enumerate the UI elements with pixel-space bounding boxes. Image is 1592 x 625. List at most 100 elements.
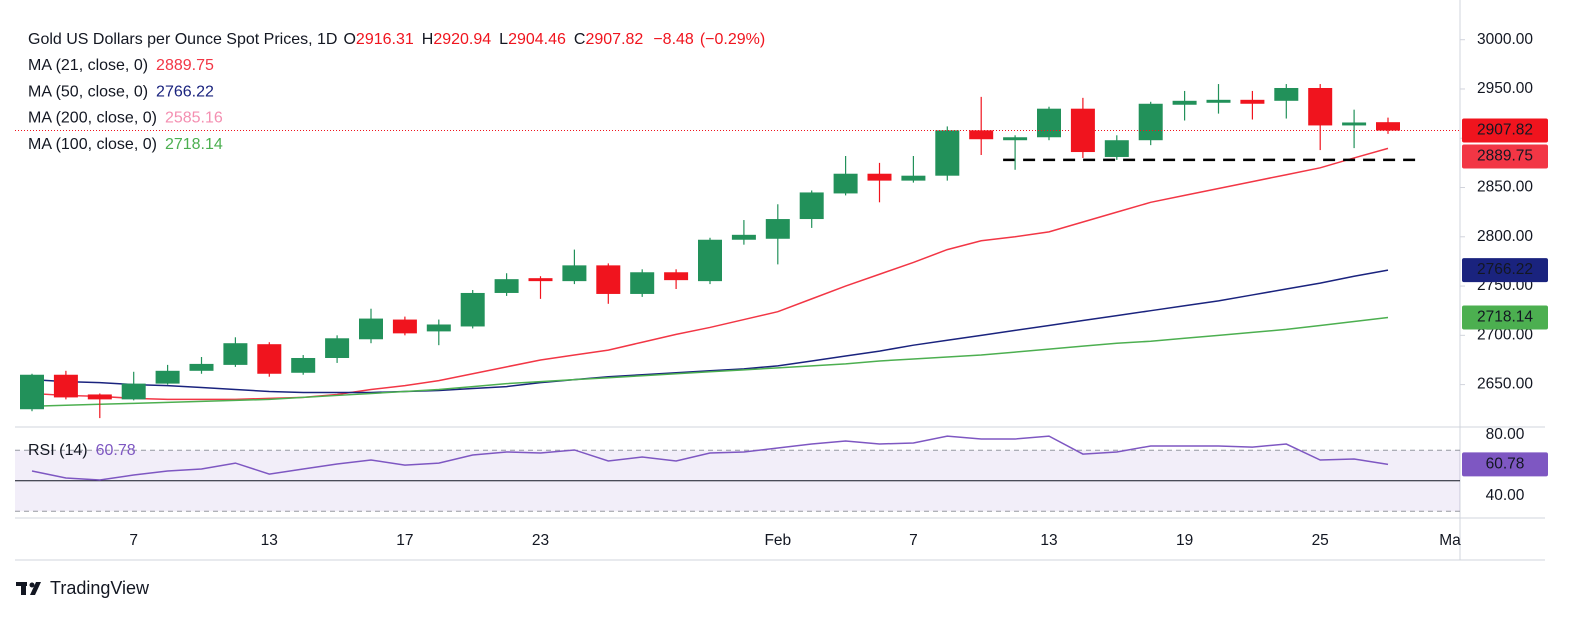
- candle-body: [1376, 122, 1400, 131]
- candle-body: [155, 370, 180, 384]
- candle-body: [189, 363, 214, 371]
- price-badge-label: 2766.22: [1477, 261, 1533, 278]
- candle-body: [867, 173, 892, 181]
- candle-body: [630, 272, 655, 294]
- candle-body: [664, 272, 689, 281]
- candle-body: [1104, 140, 1129, 157]
- candle-body: [731, 234, 756, 240]
- header: Gold US Dollars per Ounce Spot Prices, 1…: [28, 31, 765, 48]
- x-tick-label: 13: [1040, 532, 1057, 549]
- legend-entry: MA (21, close, 0) 2889.75: [28, 57, 214, 74]
- candle-body: [1342, 122, 1367, 126]
- candle-body: [460, 292, 485, 327]
- rsi-badge-label: 60.78: [1486, 455, 1525, 472]
- legend-name: MA (100, close, 0): [28, 136, 157, 153]
- candle-body: [359, 318, 383, 340]
- ohlc-label: L: [499, 31, 508, 48]
- legend-value: 2718.14: [165, 136, 223, 153]
- price-badge: [1462, 258, 1548, 283]
- candle-body: [698, 239, 722, 282]
- x-tick-label: 19: [1176, 532, 1193, 549]
- x-tick-label: Ma: [1439, 532, 1461, 549]
- candle-body: [1172, 100, 1197, 105]
- y-tick-label: 2700.00: [1477, 326, 1533, 343]
- candle-body: [765, 219, 790, 239]
- price-badge: [1462, 118, 1548, 143]
- candle-body: [325, 338, 350, 358]
- ohlc-value: 2904.46: [508, 31, 566, 48]
- rsi-line: [31, 435, 1389, 481]
- footer-logo: [16, 582, 41, 595]
- candle-body: [1138, 103, 1163, 141]
- candle-body: [223, 343, 248, 365]
- candle-body: [596, 265, 621, 294]
- x-tick-label: 7: [909, 532, 918, 549]
- candle-body: [528, 278, 553, 282]
- candle-body: [1003, 137, 1028, 141]
- candle-body: [426, 324, 451, 332]
- candle-body: [20, 374, 44, 410]
- ohlc-value: 2920.94: [433, 31, 491, 48]
- x-tick-label: Feb: [764, 532, 791, 549]
- candle-body: [257, 344, 282, 374]
- candle-body: [562, 265, 587, 282]
- ma-line: [31, 269, 1389, 394]
- footer-brand: TradingView: [50, 578, 150, 598]
- legend-name: MA (50, close, 0): [28, 84, 148, 101]
- rsi-legend: RSI (14) 60.78: [28, 442, 136, 459]
- legend-name: MA (200, close, 0): [28, 110, 157, 127]
- y-tick-label: 2650.00: [1477, 376, 1533, 393]
- change: −8.48: [653, 31, 694, 48]
- ohlc-value: 2916.31: [356, 31, 414, 48]
- candle-body: [87, 394, 112, 400]
- candle-body: [935, 130, 960, 176]
- chart-title: Gold US Dollars per Ounce Spot Prices, 1…: [28, 31, 337, 48]
- ohlc-label: H: [422, 31, 434, 48]
- rsi-value: 60.78: [96, 442, 136, 459]
- price-badge-label: 2718.14: [1477, 309, 1533, 326]
- plot-layer: [15, 84, 1460, 512]
- legend-entry: MA (200, close, 0) 2585.16: [28, 110, 223, 127]
- price-badge-label: 2889.75: [1477, 148, 1533, 165]
- candle-body: [1308, 87, 1333, 126]
- candle-body: [1037, 108, 1061, 138]
- y-tick-label: 2800.00: [1477, 228, 1533, 245]
- ohlc-value: 2907.82: [585, 31, 643, 48]
- candle-body: [799, 192, 824, 220]
- price-badge: [1462, 144, 1548, 169]
- x-tick-label: 23: [532, 532, 549, 549]
- legend-value: 2889.75: [156, 57, 214, 74]
- rsi-badge: [1462, 452, 1548, 477]
- candle-body: [1240, 99, 1265, 104]
- candle-body: [291, 357, 316, 373]
- x-tick-label: 13: [261, 532, 278, 549]
- ma-line: [31, 147, 1389, 401]
- candle-body: [969, 130, 994, 140]
- ohlc-label: C: [574, 31, 586, 48]
- price-badge-label: 2907.82: [1477, 122, 1533, 139]
- candle-body: [1206, 99, 1231, 103]
- y-tick-label: 2850.00: [1477, 179, 1533, 196]
- candle-body: [392, 319, 417, 334]
- x-tick-label: 25: [1312, 532, 1329, 549]
- candle-body: [901, 175, 926, 181]
- candle-body: [121, 383, 146, 400]
- candle-body: [53, 374, 78, 398]
- ohlc-label: O: [343, 31, 355, 48]
- rsi-tick-label: 40.00: [1486, 487, 1525, 504]
- legend-value: 2585.16: [165, 110, 223, 127]
- price-badge: [1462, 305, 1548, 330]
- legend-value: 2766.22: [156, 84, 214, 101]
- rsi-tick-label: 80.00: [1486, 426, 1525, 443]
- y-tick-label: 2950.00: [1477, 80, 1533, 97]
- candle-body: [1274, 87, 1299, 101]
- legend-name: MA (21, close, 0): [28, 57, 148, 74]
- ma-line: [31, 316, 1389, 408]
- legend-entry: MA (50, close, 0) 2766.22: [28, 84, 214, 101]
- x-tick-label: 17: [396, 532, 413, 549]
- legend-entry: MA (100, close, 0) 2718.14: [28, 136, 223, 153]
- change-pct: (−0.29%): [700, 31, 765, 48]
- x-tick-label: 7: [129, 532, 138, 549]
- candle-body: [833, 173, 858, 194]
